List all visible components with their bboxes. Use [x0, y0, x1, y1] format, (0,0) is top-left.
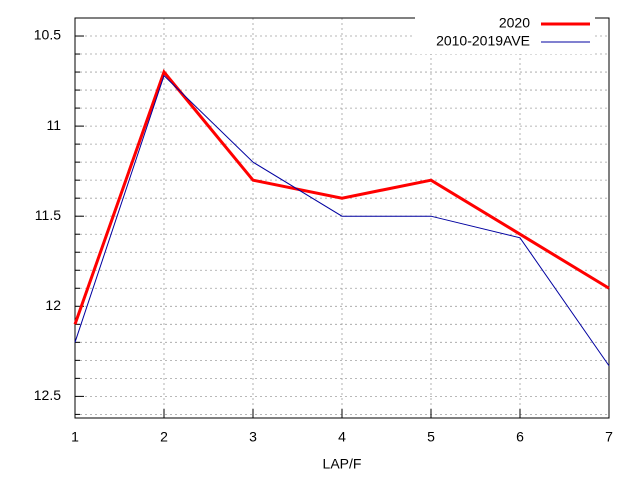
x-tick-label: 1: [71, 429, 79, 445]
line-series: [73, 69, 610, 325]
line-series: [74, 74, 610, 367]
x-tick-label: 4: [338, 429, 346, 445]
y-tick-label: 12: [45, 297, 61, 313]
x-tick-label: 5: [427, 429, 435, 445]
y-tick-label: 11.5: [35, 207, 61, 223]
y-tick-label: 10.5: [34, 27, 61, 43]
x-tick-label: 6: [516, 429, 524, 445]
legend-label: 2020: [499, 15, 530, 31]
y-tick-label: 12.5: [34, 387, 61, 403]
y-tick-label: 11: [46, 117, 61, 133]
plot-frame: [74, 17, 610, 419]
x-tick-label: 7: [605, 429, 613, 445]
legend-label: 2010-2019AVE: [436, 33, 530, 49]
x-tick-label: 2: [160, 429, 168, 445]
x-tick-label: 3: [249, 429, 257, 445]
legend-background: [415, 14, 595, 54]
x-axis-label: LAP/F: [323, 456, 362, 472]
